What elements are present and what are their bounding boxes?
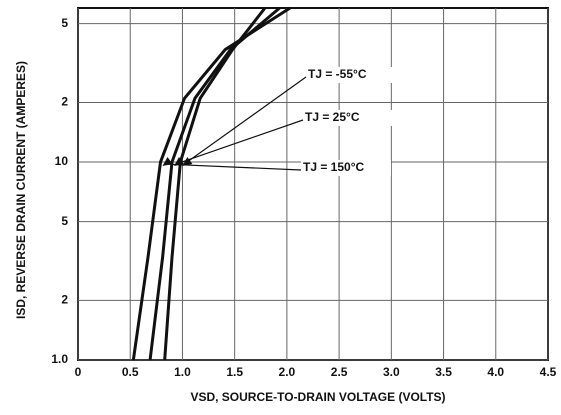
curve-label: TJ = 25°C (305, 110, 360, 124)
label-bg (306, 67, 396, 83)
x-tick-label: 2.5 (331, 365, 348, 379)
y-tick-label: 10 (55, 154, 69, 168)
x-tick-label: 1.0 (174, 365, 191, 379)
arrow-head (174, 157, 184, 167)
y-tick-label: 5 (61, 16, 68, 30)
x-tick-label: 2.0 (279, 365, 296, 379)
y-tick-label: 2 (61, 95, 68, 109)
y-tick-label: 5 (61, 214, 68, 228)
x-tick-label: 4.5 (540, 365, 557, 379)
label-bg (303, 110, 393, 126)
y-tick-label: 2 (61, 293, 68, 307)
arrow (175, 119, 304, 165)
x-axis-title: VSD, SOURCE-TO-DRAIN VOLTAGE (VOLTS) (190, 390, 445, 404)
x-tick-label: 0 (75, 365, 82, 379)
y-tick-label: 1.0 (51, 352, 68, 366)
plot-frame (77, 7, 549, 361)
label-bg (301, 160, 391, 176)
y-axis-title: ISD, REVERSE DRAIN CURRENT (AMPERES) (14, 61, 28, 319)
x-tick-label: 3.5 (435, 365, 452, 379)
arrow-head (182, 157, 193, 167)
x-tick-label: 4.0 (487, 365, 504, 379)
curve-label: TJ = -55°C (308, 67, 367, 81)
arrow (164, 163, 302, 171)
curve (131, 6, 291, 361)
arrow (184, 76, 307, 165)
arrow-head (162, 157, 173, 167)
x-tick-label: 3.0 (383, 365, 400, 379)
curve-label: TJ = 150°C (303, 160, 365, 174)
x-tick-label: 1.5 (226, 365, 243, 379)
x-tick-label: 0.5 (122, 365, 139, 379)
